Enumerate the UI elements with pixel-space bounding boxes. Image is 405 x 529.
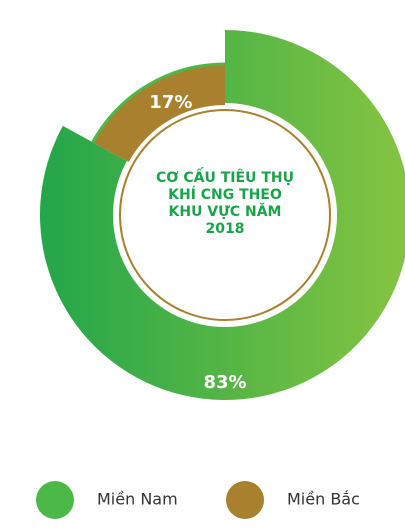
inner-ring [119, 109, 331, 321]
value-label: 83% [203, 372, 246, 393]
donut-segment [40, 30, 405, 400]
legend-swatch [36, 481, 74, 519]
legend-label: Miền Bắc [287, 490, 360, 509]
legend-label: Miền Nam [97, 490, 178, 509]
legend-swatch [226, 481, 264, 519]
donut-segment [93, 65, 225, 163]
chart-title: CƠ CẤU TIÊU THỤ KHÍ CNG THEO KHU VỰC NĂM… [156, 170, 294, 237]
value-label: 17% [149, 92, 192, 113]
outline-arc [91, 62, 226, 143]
